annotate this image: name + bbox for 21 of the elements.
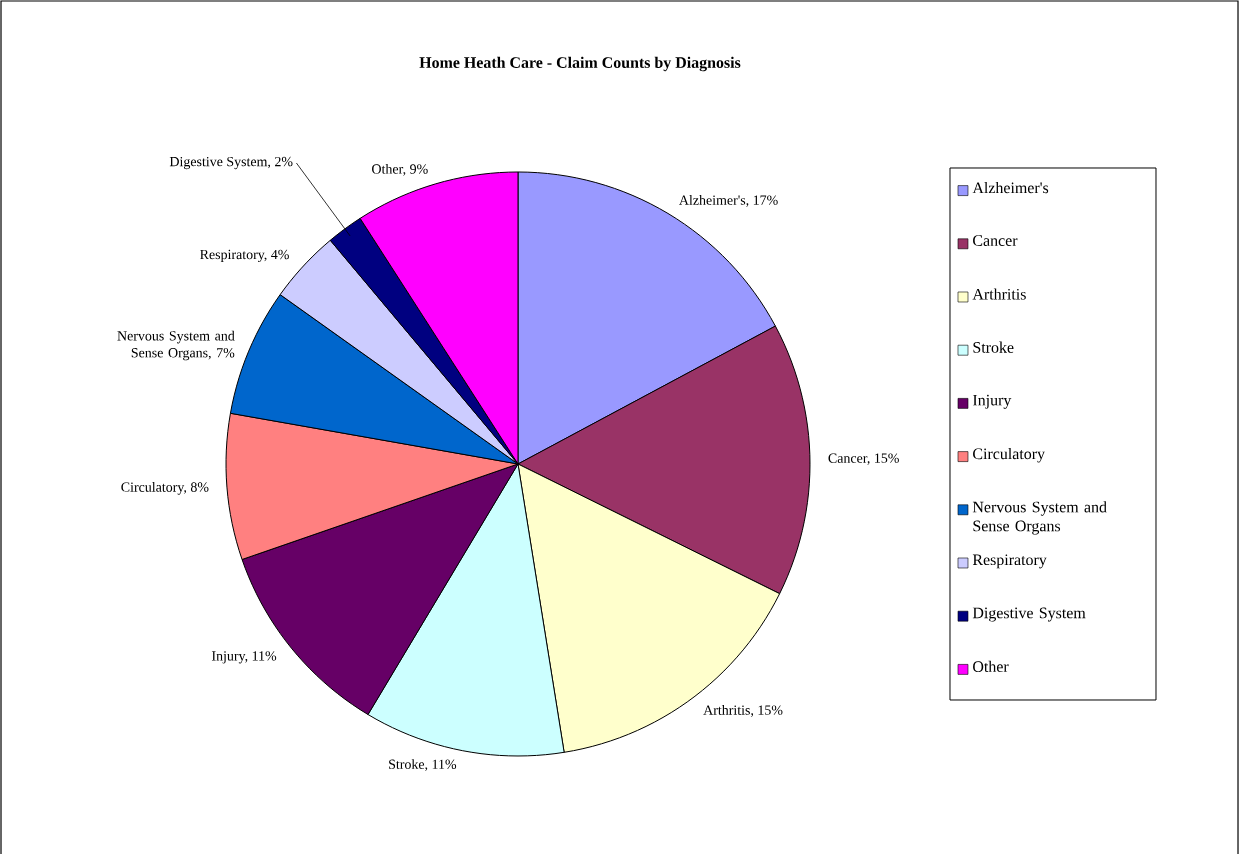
legend-label: Nervous System and Sense Organs <box>972 501 1107 535</box>
data-label: Cancer, 15% <box>828 453 899 466</box>
data-label: Arthritis, 15% <box>703 705 783 718</box>
legend-label: Arthritis <box>972 288 1026 300</box>
legend-label: Cancer <box>973 235 1018 247</box>
data-label: Nervous System and Sense Organs, 7% <box>117 330 235 361</box>
legend-label: Injury <box>972 394 1012 409</box>
legend-label: Circulatory <box>973 448 1045 463</box>
data-label: Injury, 11% <box>211 651 277 664</box>
data-label: Other, 9% <box>372 164 428 176</box>
data-label: Circulatory, 8% <box>121 482 209 495</box>
legend-label: Respiratory <box>972 554 1047 569</box>
legend-label: Other <box>973 660 1009 673</box>
data-label: Respiratory, 4% <box>200 250 289 263</box>
chart-title: Home Heath Care - Claim Counts by Diagnosis <box>419 56 741 72</box>
legend-label: Digestive System <box>972 607 1086 622</box>
data-label: Alzheimer's, 17% <box>679 195 778 208</box>
legend-label: Alzheimer's <box>972 182 1049 194</box>
data-label: Stroke, 11% <box>389 759 457 772</box>
legend-label: Stroke <box>973 341 1014 354</box>
data-label: Digestive System, 2% <box>169 157 293 170</box>
